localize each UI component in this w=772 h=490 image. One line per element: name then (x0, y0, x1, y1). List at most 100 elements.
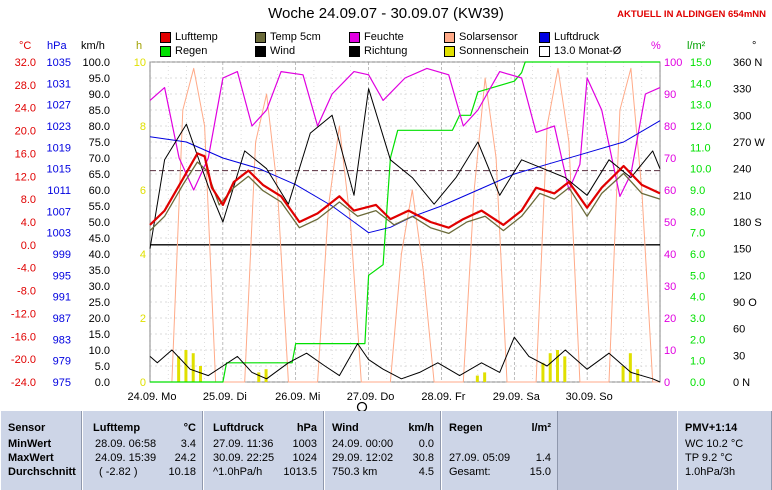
bar-sonnenschein (548, 353, 552, 382)
bar-sonnenschein (636, 369, 640, 382)
pressure-axis-tick: 975 (53, 377, 71, 389)
wind-axis-tick: 35.0 (89, 265, 110, 277)
rain-unit-label: l/m² (687, 40, 706, 52)
direction-axis-tick: 240 (733, 164, 751, 176)
bar-sonnenschein (184, 350, 188, 382)
humidity-axis-tick: 90 (664, 89, 676, 101)
sun-axis-tick: 0 (140, 377, 146, 389)
direction-axis-tick: 30 (733, 350, 745, 362)
direction-axis-tick: 270 W (733, 137, 765, 149)
humidity-axis-tick: 50 (664, 217, 676, 229)
wind-axis-tick: 80.0 (89, 121, 110, 133)
legend-swatch (255, 31, 266, 43)
x-tick-label: 27.09. Do (347, 391, 395, 403)
temp-axis-tick: -4.0 (17, 263, 36, 275)
pmv-header: PMV+1:14 (685, 422, 738, 434)
legend-swatch (444, 31, 455, 43)
wind-axis-tick: 60.0 (89, 185, 110, 197)
direction-axis-tick: 90 O (733, 297, 757, 309)
humidity-axis-tick: 0 (664, 377, 670, 389)
legend-solarsensor: Solarsensor (444, 31, 518, 43)
legend-swatch (160, 45, 171, 57)
chart-axes: 32.028.024.020.016.012.08.04.00.0-4.0-8.… (11, 57, 765, 389)
pressure-axis-tick: 999 (53, 249, 71, 261)
pressure-unit-label: hPa (47, 40, 67, 52)
legend-monat-avg: 13.0 Monat-Ø (539, 45, 621, 57)
direction-unit-label: ° (752, 40, 757, 52)
direction-axis-tick: 60 (733, 324, 745, 336)
wind-axis-tick: 40.0 (89, 249, 110, 261)
direction-axis-tick: 360 N (733, 57, 762, 69)
x-tick-label: 30.09. So (566, 391, 613, 403)
chart-series (149, 61, 661, 383)
direction-axis-tick: 300 (733, 110, 751, 122)
row-label-avg: Durchschnitt (8, 466, 76, 478)
luftdruck-min-time: 27.09. 11:36 (213, 438, 274, 450)
temp-axis-tick: 16.0 (15, 148, 36, 160)
bar-sonnenschein (177, 356, 181, 382)
bar-sonnenschein (483, 372, 487, 382)
lufttemp-avg-value: 10.18 (168, 466, 196, 478)
stats-lufttemp-column: Lufttemp °C 28.09. 06:58 3.4 24.09. 15:39 2… (82, 411, 203, 490)
legend-swatch (160, 31, 171, 43)
temp-axis-tick: -24.0 (11, 377, 36, 389)
rain-axis-tick: 15.0 (690, 57, 711, 69)
bar-sonnenschein (191, 353, 195, 382)
humidity-axis-tick: 10 (664, 345, 676, 357)
rain-axis-tick: 12.0 (690, 121, 711, 133)
pressure-axis-tick: 1015 (47, 164, 71, 176)
legend-swatch (444, 45, 455, 57)
temp-axis-tick: 20.0 (15, 126, 36, 138)
weather-chart: 32.028.024.020.016.012.08.04.00.0-4.0-8.… (11, 57, 765, 411)
series-line-feuchte (149, 67, 661, 197)
direction-axis-tick: 330 (733, 84, 751, 96)
stats-luftdruck-column: Luftdruck hPa 27.09. 11:36 1003 30.09. 22:… (203, 411, 324, 490)
stats-pmv-column: PMV+1:14 WC 10.2 °C TP 9.2 °C 1.0hPa/3h (677, 411, 772, 490)
legend-swatch (539, 31, 550, 43)
wind-axis-tick: 75.0 (89, 137, 110, 149)
legend-swatch (349, 45, 360, 57)
legend-lufttemp: Lufttemp (160, 31, 218, 43)
lufttemp-trend: ( -2.82 ) (99, 466, 138, 478)
wind-axis-tick: 100.0 (82, 57, 110, 69)
pressure-axis-tick: 1019 (47, 142, 71, 154)
wind-axis-tick: 20.0 (89, 313, 110, 325)
luftdruck-max-time: 30.09. 22:25 (213, 452, 275, 464)
wind-header: Wind (332, 422, 359, 434)
pressure-axis-tick: 995 (53, 270, 71, 282)
lufttemp-min-time: 28.09. 06:58 (95, 438, 157, 450)
legend-feuchte: Feuchte (349, 31, 404, 43)
pressure-axis-tick: 1023 (47, 121, 71, 133)
bar-sonnenschein (257, 372, 261, 382)
rain-axis-tick: 7.0 (690, 228, 705, 240)
wind-axis-tick: 10.0 (89, 345, 110, 357)
wind-axis-tick: 45.0 (89, 233, 110, 245)
pressure-axis-tick: 1027 (47, 100, 71, 112)
regen-max-time: 27.09. 05:09 (449, 452, 511, 464)
series-line-wind (149, 336, 661, 383)
sun-axis-tick: 4 (140, 249, 146, 261)
legend-luftdruck: Luftdruck (539, 31, 599, 43)
wind-max-time: 29.09. 12:02 (332, 452, 394, 464)
page-title: Woche 24.09.07 - 30.09.07 (KW39) (268, 5, 504, 22)
bar-sonnenschein (563, 356, 567, 382)
legend-swatch (539, 45, 550, 57)
wind-axis-tick: 70.0 (89, 153, 110, 165)
sun-axis-tick: 2 (140, 313, 146, 325)
temp-axis-tick: -8.0 (17, 286, 36, 298)
legend-swatch (349, 31, 360, 43)
wind-avg-value: 4.5 (418, 466, 434, 478)
sun-axis-tick: 10 (134, 57, 146, 69)
pressure-axis-tick: 1003 (47, 228, 71, 240)
humidity-axis-tick: 20 (664, 313, 676, 325)
humidity-axis-tick: 80 (664, 121, 676, 133)
series-line-temp-5cm (149, 161, 661, 235)
lufttemp-header: Lufttemp (93, 422, 141, 434)
humidity-unit-label: % (651, 40, 661, 52)
wind-axis-tick: 55.0 (89, 201, 110, 213)
sensor-header: Sensor (8, 422, 46, 434)
temp-axis-tick: 24.0 (15, 103, 36, 115)
temp-axis-tick: 28.0 (15, 80, 36, 92)
rain-axis-tick: 5.0 (690, 270, 705, 282)
wind-axis-tick: 15.0 (89, 329, 110, 341)
